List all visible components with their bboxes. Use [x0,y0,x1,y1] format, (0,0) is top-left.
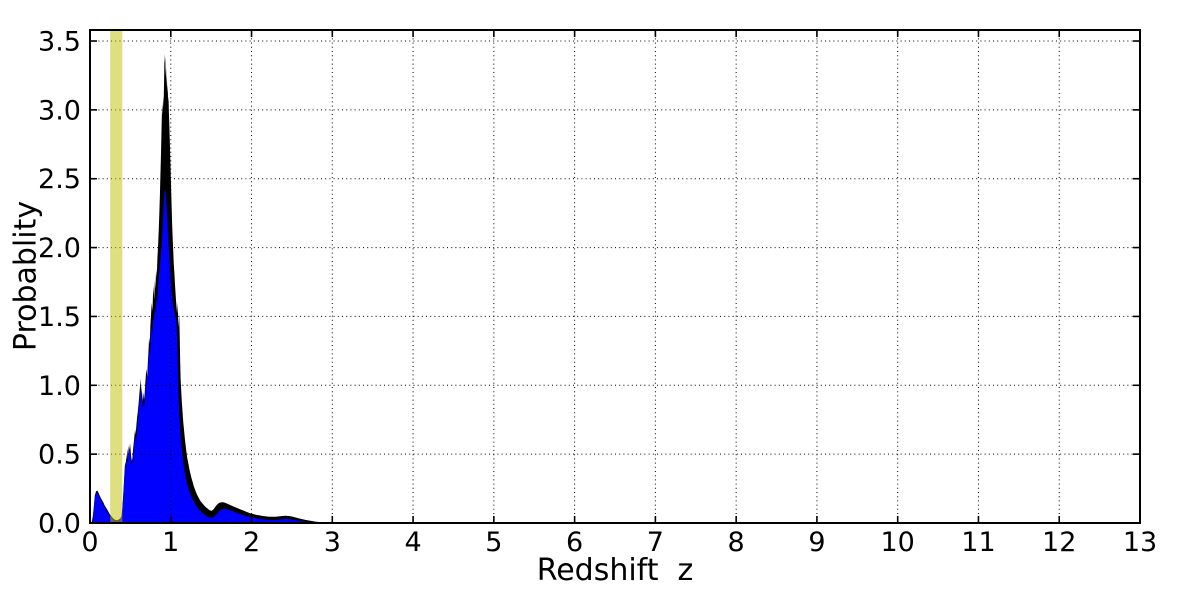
y-tick-label: 0.0 [38,509,81,540]
x-tick-label: 11 [961,527,995,558]
y-tick-label: 1.5 [38,302,81,333]
x-tick-label: 3 [324,527,341,558]
y-tick-label: 1.0 [38,371,81,402]
x-tick-label: 1 [162,527,179,558]
x-axis-label: Redshift z [536,553,694,588]
x-tick-label: 12 [1042,527,1076,558]
x-tick-label: 0 [81,527,98,558]
x-tick-label: 6 [566,527,583,558]
x-tick-label: 7 [647,527,664,558]
pdf-fill [92,189,333,523]
x-tick-label: 5 [485,527,502,558]
y-tick-label: 2.0 [38,233,81,264]
y-tick-label: 3.5 [38,27,81,58]
x-tick-label: 4 [404,527,421,558]
y-tick-label: 0.5 [38,440,81,471]
y-tick-label: 3.0 [38,95,81,126]
y-tick-label: 2.5 [38,164,81,195]
x-tick-label: 10 [881,527,915,558]
x-tick-label: 2 [243,527,260,558]
pdf-outline-envelope [91,53,337,524]
y-axis-label: Probablity [8,200,44,352]
axes-spines [89,29,1141,524]
highlight-band [110,30,123,523]
x-tick-label: 9 [808,527,825,558]
x-tick-label: 8 [728,527,745,558]
x-tick-label: 13 [1123,527,1157,558]
